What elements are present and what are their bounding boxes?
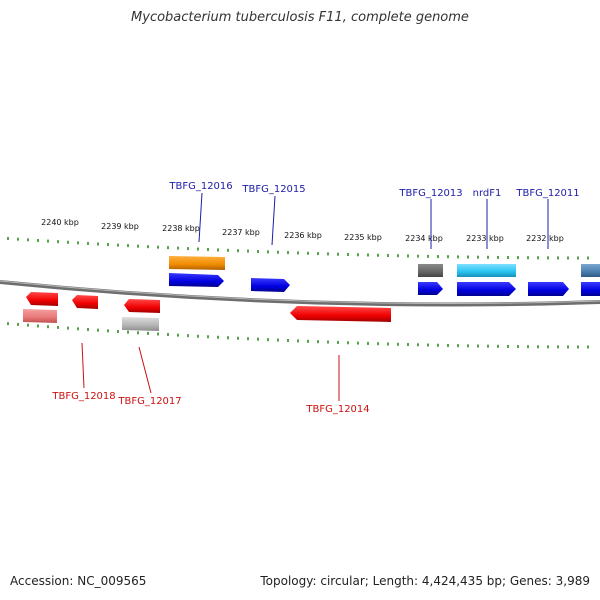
scale-ticks-inner [7,322,589,349]
gene-label[interactable]: TBFG_12015 [241,184,305,195]
gene-feature-steel[interactable] [581,264,600,277]
cds-reverse-arrow[interactable] [124,299,160,313]
accession-text: Accession: NC_009565 [10,574,147,588]
cds-reverse-arrow[interactable] [290,306,391,322]
scale-label: 2239 kbp [101,222,139,231]
topology-text: Topology: circular; Length: 4,424,435 bp… [260,574,590,588]
cds-reverse-arrow[interactable] [26,292,58,306]
scale-label: 2233 kbp [466,234,504,243]
scale-label: 2236 kbp [284,231,322,240]
cds-forward-arrow[interactable] [581,282,600,296]
forward-genes [169,256,600,296]
scale-label: 2234 kbp [405,234,443,243]
map-title: Mycobacterium tuberculosis F11, complete… [131,10,469,25]
gene-label[interactable]: TBFG_12017 [117,396,181,407]
cds-forward-arrow[interactable] [251,278,290,292]
scale-ticks-outer [7,237,589,260]
gene-label[interactable]: nrdF1 [473,188,502,199]
cds-forward-arrow[interactable] [169,273,224,287]
scale-label: 2232 kbp [526,234,564,243]
cds-forward-arrow[interactable] [418,282,443,295]
cds-reverse-arrow[interactable] [72,295,98,309]
genome-backbone-highlight [0,280,600,304]
gene-feature-orange[interactable] [169,256,225,270]
scale-label: 2240 kbp [41,218,79,227]
label-leader-lines [81,192,549,401]
gene-label[interactable]: TBFG_12018 [51,391,115,402]
gene-label[interactable]: TBFG_12011 [515,188,579,199]
gene-labels: TBFG_12016 TBFG_12015 TBFG_12013 nrdF1 T… [51,181,579,415]
genome-backbone [0,280,600,307]
gene-label[interactable]: TBFG_12014 [305,404,369,415]
gene-feature-pink[interactable] [23,309,57,323]
scale-labels: 2240 kbp 2239 kbp 2238 kbp 2237 kbp 2236… [41,218,564,243]
gene-feature-light-gray[interactable] [122,317,159,331]
cds-forward-arrow[interactable] [528,282,569,296]
cds-forward-arrow[interactable] [457,282,516,296]
gene-label[interactable]: TBFG_12016 [168,181,232,192]
gene-feature-gray[interactable] [418,264,443,277]
gene-label[interactable]: TBFG_12013 [398,188,462,199]
gene-feature-cyan[interactable] [457,264,516,277]
reverse-genes [23,292,391,331]
scale-label: 2235 kbp [344,233,382,242]
scale-label: 2237 kbp [222,228,260,237]
scale-label: 2238 kbp [162,224,200,233]
